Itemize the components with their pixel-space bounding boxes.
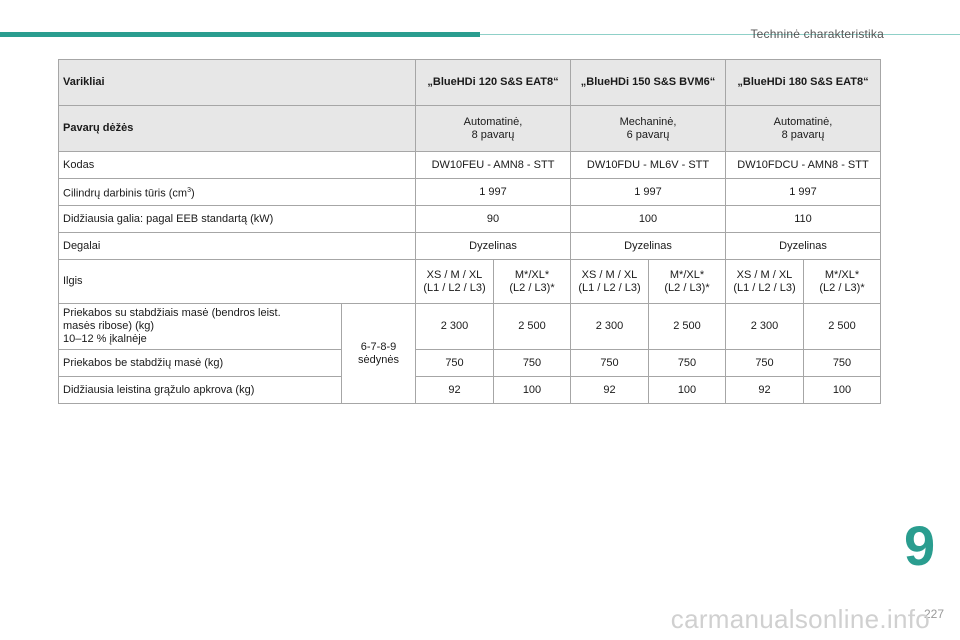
- spec-table: Varikliai „BlueHDi 120 S&S EAT8“ „BlueHD…: [58, 59, 881, 404]
- unbraked-cell: 750: [570, 349, 649, 377]
- gearbox-label: Pavarų dėžės: [58, 105, 416, 152]
- length-label: Ilgis: [58, 259, 416, 304]
- gearbox-cell: Automatinė, 8 pavarų: [725, 105, 881, 152]
- power-cell: 90: [415, 205, 571, 233]
- length-cell: XS / M / XL (L1 / L2 / L3): [570, 259, 649, 304]
- displacement-cell: 1 997: [570, 178, 726, 206]
- displacement-row: Cilindrų darbinis tūris (cm3) 1 997 1 99…: [58, 178, 881, 206]
- length-cell: M*/XL* (L2 / L3)*: [648, 259, 726, 304]
- section-title: Techninė charakteristika: [750, 27, 884, 41]
- code-row: Kodas DW10FEU - AMN8 - STT DW10FDU - ML6…: [58, 151, 881, 179]
- engine-cell: „BlueHDi 180 S&S EAT8“: [725, 59, 881, 106]
- power-cell: 100: [570, 205, 726, 233]
- unbraked-cell: 750: [493, 349, 571, 377]
- gearbox-cell: Mechaninė, 6 pavarų: [570, 105, 726, 152]
- braked-cell: 2 300: [570, 303, 649, 350]
- displacement-cell: 1 997: [725, 178, 881, 206]
- towbar-load-row: Didžiausia leistina grąžulo apkrova (kg)…: [58, 376, 881, 404]
- fuel-cell: Dyzelinas: [415, 232, 571, 260]
- power-label: Didžiausia galia: pagal EEB standartą (k…: [58, 205, 416, 233]
- displacement-cell: 1 997: [415, 178, 571, 206]
- seats-cell: 6-7-8-9 sėdynės: [341, 303, 416, 404]
- length-cell: M*/XL* (L2 / L3)*: [493, 259, 571, 304]
- displacement-label: Cilindrų darbinis tūris (cm3): [58, 178, 416, 206]
- code-cell: DW10FDU - ML6V - STT: [570, 151, 726, 179]
- code-label: Kodas: [58, 151, 416, 179]
- towbar-cell: 92: [725, 376, 804, 404]
- towbar-cell: 100: [803, 376, 881, 404]
- braked-cell: 2 500: [648, 303, 726, 350]
- unbraked-trailer-row: Priekabos be stabdžių masė (kg) 750 750 …: [58, 349, 881, 377]
- length-cell: XS / M / XL (L1 / L2 / L3): [725, 259, 804, 304]
- unbraked-cell: 750: [415, 349, 494, 377]
- unbraked-cell: 750: [803, 349, 881, 377]
- unbraked-cell: 750: [725, 349, 804, 377]
- code-cell: DW10FEU - AMN8 - STT: [415, 151, 571, 179]
- power-row: Didžiausia galia: pagal EEB standartą (k…: [58, 205, 881, 233]
- page-number: 227: [923, 607, 944, 621]
- unbraked-trailer-label: Priekabos be stabdžių masė (kg): [58, 349, 342, 377]
- engine-cell: „BlueHDi 150 S&S BVM6“: [570, 59, 726, 106]
- engine-cell: „BlueHDi 120 S&S EAT8“: [415, 59, 571, 106]
- fuel-cell: Dyzelinas: [725, 232, 881, 260]
- towbar-cell: 100: [648, 376, 726, 404]
- fuel-cell: Dyzelinas: [570, 232, 726, 260]
- braked-cell: 2 500: [803, 303, 881, 350]
- gearbox-row: Pavarų dėžės Automatinė, 8 pavarų Mechani…: [58, 105, 881, 152]
- engine-label: Varikliai: [58, 59, 416, 106]
- length-cell: M*/XL* (L2 / L3)*: [803, 259, 881, 304]
- braked-cell: 2 300: [725, 303, 804, 350]
- code-cell: DW10FDCU - AMN8 - STT: [725, 151, 881, 179]
- braked-trailer-label: Priekabos su stabdžiais masė (bendros le…: [58, 303, 342, 350]
- towbar-cell: 92: [415, 376, 494, 404]
- unbraked-cell: 750: [648, 349, 726, 377]
- engine-row: Varikliai „BlueHDi 120 S&S EAT8“ „BlueHD…: [58, 59, 881, 106]
- accent-bar: [0, 32, 480, 37]
- towbar-cell: 100: [493, 376, 571, 404]
- towbar-load-label: Didžiausia leistina grąžulo apkrova (kg): [58, 376, 342, 404]
- length-cell: XS / M / XL (L1 / L2 / L3): [415, 259, 494, 304]
- gearbox-cell: Automatinė, 8 pavarų: [415, 105, 571, 152]
- chapter-number: 9: [904, 514, 936, 577]
- towbar-cell: 92: [570, 376, 649, 404]
- power-cell: 110: [725, 205, 881, 233]
- fuel-label: Degalai: [58, 232, 416, 260]
- braked-cell: 2 300: [415, 303, 494, 350]
- braked-cell: 2 500: [493, 303, 571, 350]
- accent-line: [480, 34, 960, 35]
- length-row: Ilgis XS / M / XL (L1 / L2 / L3) M*/XL* (L…: [58, 259, 881, 304]
- braked-trailer-row: Priekabos su stabdžiais masė (bendros le…: [58, 303, 881, 404]
- fuel-row: Degalai Dyzelinas Dyzelinas Dyzelinas: [58, 232, 881, 260]
- watermark: carmanualsonline.info: [670, 604, 930, 634]
